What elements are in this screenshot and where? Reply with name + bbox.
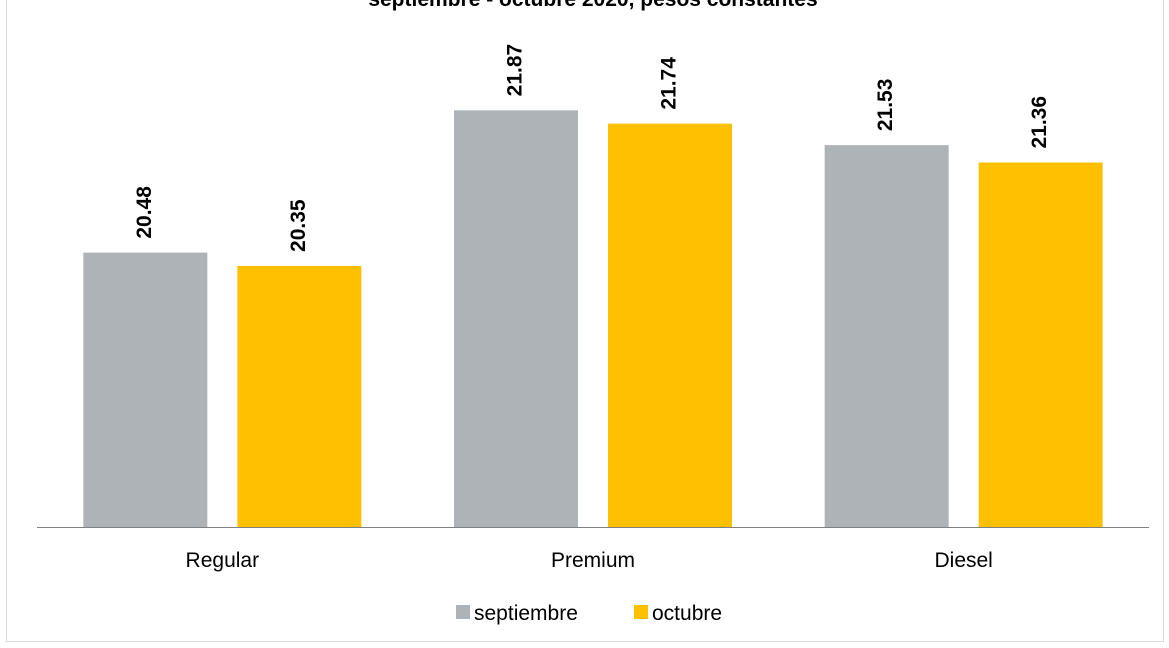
category-labels-group: Regular Premium Diesel xyxy=(186,549,993,572)
data-label-octubre-diesel: 21.36 xyxy=(1028,96,1051,149)
legend-swatch-septiembre xyxy=(456,605,470,619)
bar-octubre-regular xyxy=(237,265,362,527)
category-label-regular: Regular xyxy=(186,549,260,572)
data-label-septiembre-regular: 20.48 xyxy=(133,186,156,239)
bars-group xyxy=(83,110,1103,528)
legend-label-septiembre: septiembre xyxy=(474,602,578,625)
data-label-octubre-regular: 20.35 xyxy=(287,199,310,252)
category-label-premium: Premium xyxy=(551,549,635,572)
data-label-septiembre-diesel: 21.53 xyxy=(874,79,897,132)
bar-septiembre-regular xyxy=(83,252,208,527)
bar-octubre-diesel xyxy=(978,162,1103,527)
data-labels-group: 20.48 20.35 21.87 21.74 21.53 21.36 xyxy=(133,44,1051,252)
chart-frame xyxy=(6,0,1164,642)
legend-label-octubre: octubre xyxy=(652,602,722,625)
data-label-septiembre-premium: 21.87 xyxy=(504,44,527,97)
legend: septiembre octubre xyxy=(456,602,722,625)
chart-title: septiembre - octubre 2020, pesos constan… xyxy=(368,0,817,11)
bar-septiembre-premium xyxy=(454,110,578,528)
category-label-diesel: Diesel xyxy=(934,549,992,572)
legend-swatch-octubre xyxy=(634,605,648,619)
bar-octubre-premium xyxy=(608,123,732,527)
bar-septiembre-diesel xyxy=(824,145,949,527)
data-label-octubre-premium: 21.74 xyxy=(658,57,681,110)
